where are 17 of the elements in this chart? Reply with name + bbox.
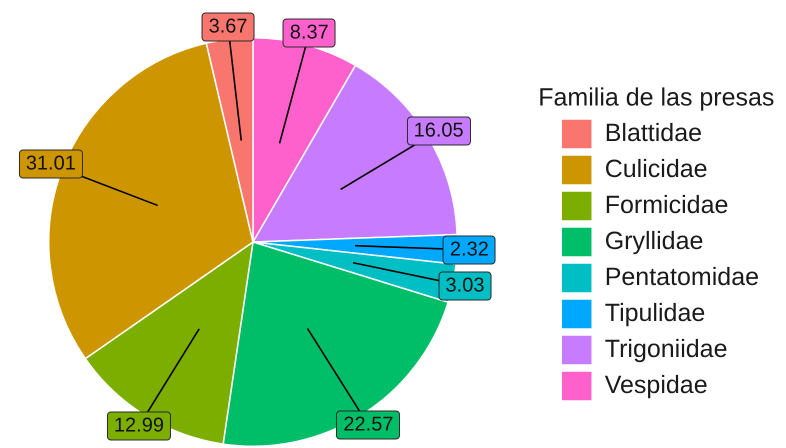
data-label: 3.03 bbox=[438, 271, 492, 300]
data-label: 12.99 bbox=[106, 412, 171, 441]
data-label: 16.05 bbox=[406, 116, 471, 146]
legend-label: Trigoniidae bbox=[604, 334, 728, 363]
data-label: 8.37 bbox=[282, 18, 336, 48]
data-label: 3.67 bbox=[202, 12, 255, 42]
legend-label: Gryllidae bbox=[604, 226, 704, 255]
legend-label: Blattidae bbox=[604, 118, 702, 147]
legend-label: Vespidae bbox=[604, 370, 708, 399]
legend-label: Pentatomidae bbox=[604, 262, 760, 291]
data-label: 22.57 bbox=[336, 410, 400, 440]
legend-label: Tipulidae bbox=[604, 298, 706, 327]
legend-label: Culicidae bbox=[604, 154, 708, 183]
legend-label: Formicidae bbox=[604, 190, 728, 219]
legend-title: Familia de las presas bbox=[538, 84, 774, 112]
data-label: 31.01 bbox=[18, 150, 83, 179]
data-label: 2.32 bbox=[442, 235, 496, 264]
